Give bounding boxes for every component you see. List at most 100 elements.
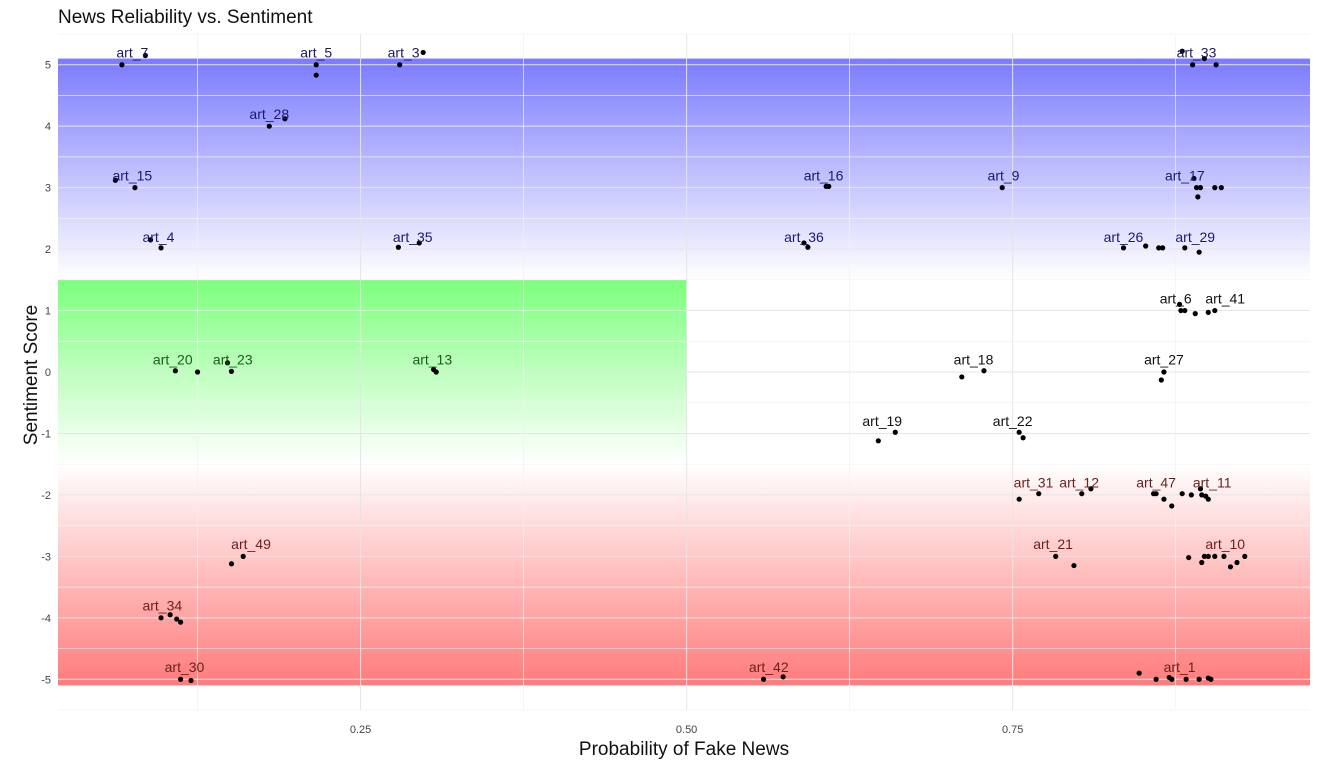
point-label: art_34 [142, 598, 182, 614]
data-point [112, 177, 118, 183]
point-label: art_26 [1104, 229, 1144, 245]
point-label: art_7 [116, 44, 148, 60]
y-tick-label: -5 [41, 674, 51, 686]
point-label: art_35 [393, 229, 433, 245]
data-point [1020, 435, 1026, 441]
data-point [158, 245, 164, 251]
data-point [177, 619, 184, 625]
data-point [1197, 185, 1204, 191]
point-label: art_47 [1136, 475, 1176, 491]
data-point [1195, 194, 1201, 200]
point-label: art_42 [749, 659, 789, 675]
point-label: art_20 [153, 352, 193, 368]
data-point [1016, 496, 1022, 502]
data-points [112, 48, 1248, 684]
data-point [959, 374, 965, 380]
data-point [1193, 185, 1200, 191]
point-label: art_9 [988, 167, 1020, 183]
data-point [1234, 559, 1240, 566]
data-point [1196, 249, 1202, 255]
data-point [228, 561, 235, 567]
data-point [395, 244, 401, 250]
data-point [801, 240, 807, 246]
data-point [416, 240, 422, 246]
data-point [892, 429, 898, 435]
y-tick-label: 2 [45, 244, 51, 256]
data-point [1161, 369, 1167, 375]
data-point [1178, 307, 1184, 314]
point-label: art_19 [862, 413, 902, 429]
y-tick-label: 3 [45, 183, 51, 195]
data-point [174, 616, 180, 622]
data-point [1079, 491, 1085, 497]
x-tick-label: 0.75 [1002, 724, 1023, 736]
x-tick-label: 0.25 [350, 724, 371, 736]
point-label: art_21 [1033, 536, 1073, 552]
data-point [1036, 491, 1042, 497]
data-point [1201, 55, 1207, 62]
data-point [1186, 554, 1192, 561]
point-label: art_12 [1059, 475, 1099, 491]
y-tick-label: 1 [45, 306, 51, 318]
data-point [228, 368, 235, 374]
x-tick-label: 0.50 [676, 724, 697, 736]
point-label: art_17 [1165, 167, 1205, 183]
point-label: art_28 [249, 106, 289, 122]
point-label: art_30 [165, 659, 205, 675]
point-label: art_10 [1205, 536, 1245, 552]
point-label: art_3 [388, 44, 420, 60]
x-axis-title: Probability of Fake News [579, 739, 789, 760]
y-tick-label: -4 [41, 613, 51, 625]
data-point [224, 360, 231, 366]
point-label: art_1 [1164, 659, 1196, 675]
point-label: art_13 [412, 352, 452, 368]
y-axis-ticks: -5 -4 -3 -2 -1 0 1 2 3 4 5 [41, 60, 51, 687]
data-point [1053, 553, 1059, 559]
point-label: art_49 [231, 536, 271, 552]
data-point [1153, 491, 1159, 497]
data-point [1199, 492, 1205, 498]
data-point [1169, 676, 1175, 682]
data-point [1208, 676, 1214, 682]
point-label: art_31 [1014, 475, 1054, 491]
data-point [780, 674, 786, 680]
data-point [1199, 559, 1205, 566]
data-point [875, 438, 881, 444]
data-point [194, 369, 201, 375]
point-label: art_11 [1193, 475, 1232, 491]
data-point [1158, 377, 1164, 383]
point-label: art_6 [1160, 290, 1192, 306]
point-label: art_22 [993, 413, 1033, 429]
data-point [1212, 185, 1218, 191]
point-label: art_4 [142, 229, 174, 245]
data-point [1183, 676, 1189, 682]
data-point [1120, 245, 1127, 251]
data-point [999, 185, 1005, 191]
point-label: art_23 [213, 352, 253, 368]
data-point [1218, 185, 1224, 191]
data-point [397, 62, 403, 68]
data-point [1153, 676, 1159, 682]
point-label: art_36 [784, 229, 824, 245]
data-point [1192, 311, 1198, 317]
data-point [1242, 553, 1248, 559]
chart-title: News Reliability vs. Sentiment [58, 7, 313, 28]
data-point [1156, 245, 1162, 251]
point-label: art_41 [1205, 290, 1245, 306]
y-axis-title: Sentiment Score [21, 305, 42, 445]
data-point [172, 368, 178, 374]
data-point [142, 52, 148, 59]
data-point [1197, 486, 1204, 492]
data-point [1161, 496, 1167, 502]
data-point [147, 237, 154, 243]
grid-lines [58, 33, 1310, 711]
data-point [1169, 503, 1175, 509]
data-point [1136, 670, 1142, 676]
data-point [1205, 309, 1211, 315]
data-point [1221, 553, 1227, 559]
y-tick-label: 4 [45, 121, 51, 133]
data-point [1143, 243, 1149, 249]
data-point [1182, 245, 1188, 251]
point-label: art_16 [804, 167, 844, 183]
